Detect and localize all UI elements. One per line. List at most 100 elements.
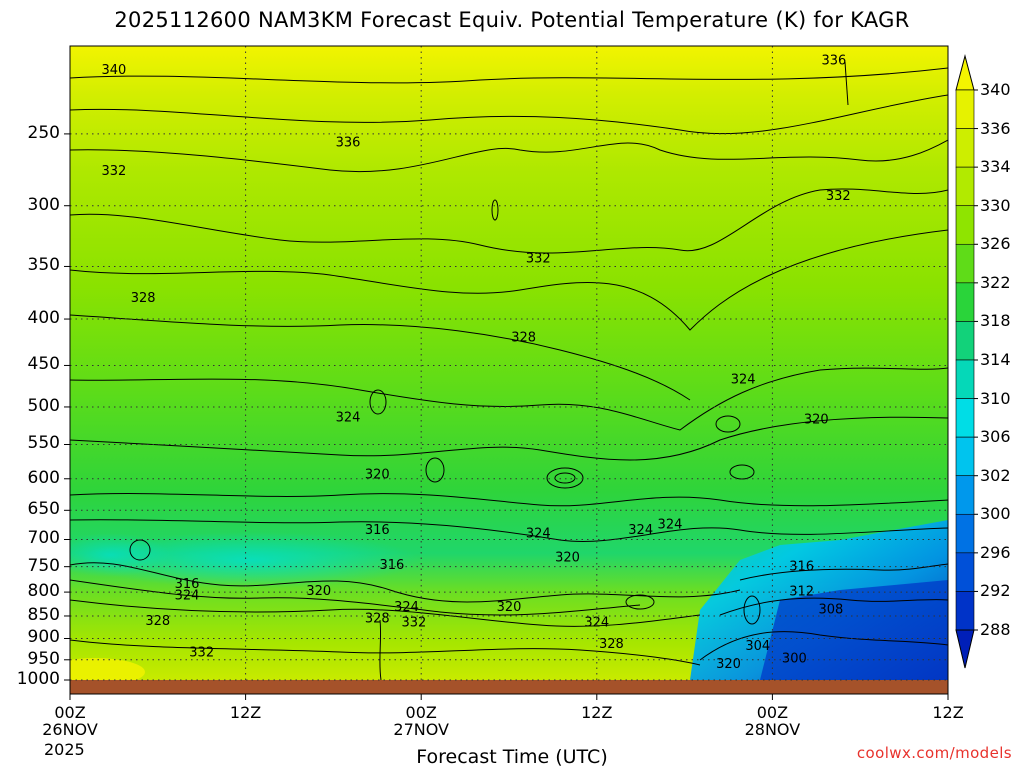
- year-label: 2025: [44, 740, 85, 759]
- contour-label: 312: [789, 585, 814, 600]
- contour-label: 316: [789, 560, 814, 575]
- contour-label: 336: [336, 136, 361, 151]
- colorbar-swatch: [955, 243, 975, 284]
- colorbar-label: 318: [980, 311, 1011, 331]
- x-tick-label-line: 12Z: [229, 703, 262, 722]
- y-tick-label: 650: [27, 499, 60, 520]
- colorbar-swatch: [955, 359, 975, 399]
- y-tick-label: 800: [27, 581, 60, 602]
- colorbar-swatch: [955, 205, 975, 245]
- y-tick-label: 300: [27, 194, 60, 215]
- y-tick-label: 600: [27, 467, 60, 488]
- contour-label: 316: [175, 577, 200, 592]
- colorbar-swatch: [955, 398, 975, 438]
- contour-label: 320: [365, 467, 390, 482]
- contour-label: 332: [826, 189, 851, 204]
- y-tick-label: 950: [27, 648, 60, 669]
- colorbar-label: 330: [980, 195, 1011, 215]
- grid-lines: [64, 46, 949, 700]
- contour-label: 324: [394, 600, 419, 615]
- colorbar-top-arrow: [955, 54, 975, 91]
- field-background: [70, 46, 948, 680]
- contour-label: 328: [599, 637, 624, 652]
- chart-title: 2025112600 NAM3KM Forecast Equiv. Potent…: [114, 8, 910, 32]
- contour-label: 324: [175, 589, 200, 604]
- y-tick-label: 250: [27, 122, 60, 143]
- colorbar-label: 310: [980, 388, 1011, 408]
- colorbar-label: 314: [980, 350, 1011, 369]
- x-tick-label-line: 00Z: [54, 703, 86, 722]
- y-tick-label: 900: [27, 627, 60, 648]
- x-tick-label-line: 28NOV: [744, 720, 801, 739]
- contour-label: 324: [658, 517, 683, 532]
- credit-link[interactable]: coolwx.com/models: [856, 744, 1012, 762]
- colorbar-swatch: [955, 475, 975, 515]
- colorbar-swatch: [955, 166, 975, 207]
- colorbar-label: 292: [980, 581, 1011, 601]
- contour-label: 324: [336, 410, 361, 425]
- contour-label: 332: [189, 645, 214, 660]
- y-tick-label: 550: [27, 433, 60, 454]
- x-tick-label: 12Z: [908, 704, 988, 721]
- x-tick-label-line: 27NOV: [393, 720, 449, 739]
- contour-label: 332: [101, 164, 126, 179]
- contour-label: 300: [782, 652, 807, 667]
- y-tick-label: 400: [27, 308, 60, 329]
- contour-label: 308: [819, 602, 844, 617]
- x-tick-label: 00Z 26NOV: [30, 704, 110, 738]
- contour-label: 320: [555, 551, 580, 566]
- y-tick-label: 700: [27, 528, 60, 549]
- contour-label: 320: [306, 584, 331, 599]
- contour-label: 336: [821, 54, 846, 69]
- colorbar-label: 322: [980, 272, 1011, 292]
- x-tick-label-line: 00Z: [756, 703, 789, 722]
- contour-label: 316: [380, 558, 405, 573]
- colorbar-swatch: [955, 513, 975, 554]
- x-tick-label-line: 12Z: [581, 703, 613, 722]
- contour-label: 328: [365, 611, 390, 626]
- x-tick-label-line: 00Z: [405, 703, 437, 722]
- x-tick-label: 00Z 28NOV: [732, 704, 812, 738]
- x-tick-label: 00Z 27NOV: [381, 704, 461, 738]
- colorbar-swatch: [955, 282, 975, 322]
- colorbar: [955, 54, 978, 669]
- colorbar-bottom-arrow: [955, 629, 975, 669]
- y-tick-label: 450: [27, 354, 60, 375]
- colorbar-label: 306: [980, 427, 1011, 447]
- contour-label: 332: [526, 251, 551, 266]
- x-axis-title: Forecast Time (UTC): [416, 746, 608, 768]
- x-tick-label-line: 12Z: [932, 703, 964, 722]
- colorbar-label: 326: [980, 234, 1011, 254]
- contour-label: 328: [511, 330, 536, 345]
- colorbar-label: 300: [980, 504, 1011, 524]
- colorbar-swatch: [955, 552, 975, 592]
- colorbar-swatch: [955, 321, 975, 361]
- colorbar-label: 336: [980, 118, 1011, 138]
- contour-label: 320: [716, 657, 741, 672]
- contour-label: 316: [365, 523, 390, 538]
- contour-label: 340: [101, 63, 126, 78]
- terrain-strip: [70, 680, 948, 694]
- contour-label: 328: [145, 614, 170, 629]
- contour-label: 324: [628, 523, 653, 538]
- contour-label: 324: [526, 527, 551, 542]
- contour-label: 324: [584, 616, 609, 631]
- colorbar-swatch: [955, 591, 975, 631]
- x-tick-label: 12Z: [206, 704, 286, 721]
- y-tick-label: 350: [27, 255, 60, 276]
- colorbar-label: 340: [980, 80, 1011, 99]
- y-tick-label: 750: [27, 555, 60, 576]
- colorbar-swatch: [955, 89, 975, 129]
- colorbar-swatch: [955, 436, 975, 477]
- colorbar-label: 296: [980, 542, 1011, 562]
- contour-label: 320: [497, 600, 522, 615]
- contour-label: 304: [745, 639, 770, 654]
- colorbar-label: 302: [980, 465, 1011, 485]
- contour-label: 328: [131, 291, 156, 306]
- contour-lines: [70, 61, 948, 680]
- y-tick-label: 1000: [16, 669, 60, 689]
- x-tick-label-line: 26NOV: [42, 720, 98, 739]
- y-tick-label: 850: [27, 604, 60, 625]
